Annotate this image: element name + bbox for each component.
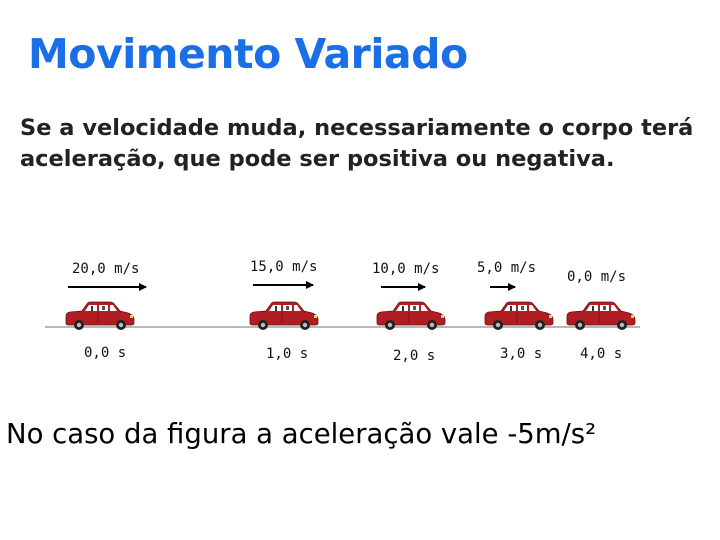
time-label-2: 2,0 s bbox=[393, 348, 435, 364]
time-label-0: 0,0 s bbox=[84, 345, 126, 361]
speed-label-0: 20,0 m/s bbox=[72, 261, 139, 277]
time-label-1: 1,0 s bbox=[266, 346, 308, 362]
car-icon-3 bbox=[484, 301, 554, 331]
intro-text: Se a velocidade muda, necessariamente o … bbox=[20, 115, 694, 172]
car-icon-1 bbox=[249, 301, 319, 331]
speed-label-1: 15,0 m/s bbox=[250, 259, 317, 275]
time-label-3: 3,0 s bbox=[500, 346, 542, 362]
speed-label-4: 0,0 m/s bbox=[567, 269, 626, 285]
car-icon-2 bbox=[376, 301, 446, 331]
speed-label-2: 10,0 m/s bbox=[372, 261, 439, 277]
motion-diagram: 20,0 m/s 15,0 m/s 10,0 m/s 5,0 m/s 0,0 m… bbox=[0, 230, 720, 380]
car-icon-0 bbox=[65, 301, 135, 331]
speed-label-3: 5,0 m/s bbox=[477, 260, 536, 276]
car-icon-4 bbox=[566, 301, 636, 331]
time-label-4: 4,0 s bbox=[580, 346, 622, 362]
conclusion-text: No caso da figura a aceleração vale -5m/… bbox=[6, 418, 597, 450]
slide-title: Movimento Variado bbox=[28, 30, 468, 78]
motion-diagram-svg: 20,0 m/s 15,0 m/s 10,0 m/s 5,0 m/s 0,0 m… bbox=[45, 259, 640, 364]
